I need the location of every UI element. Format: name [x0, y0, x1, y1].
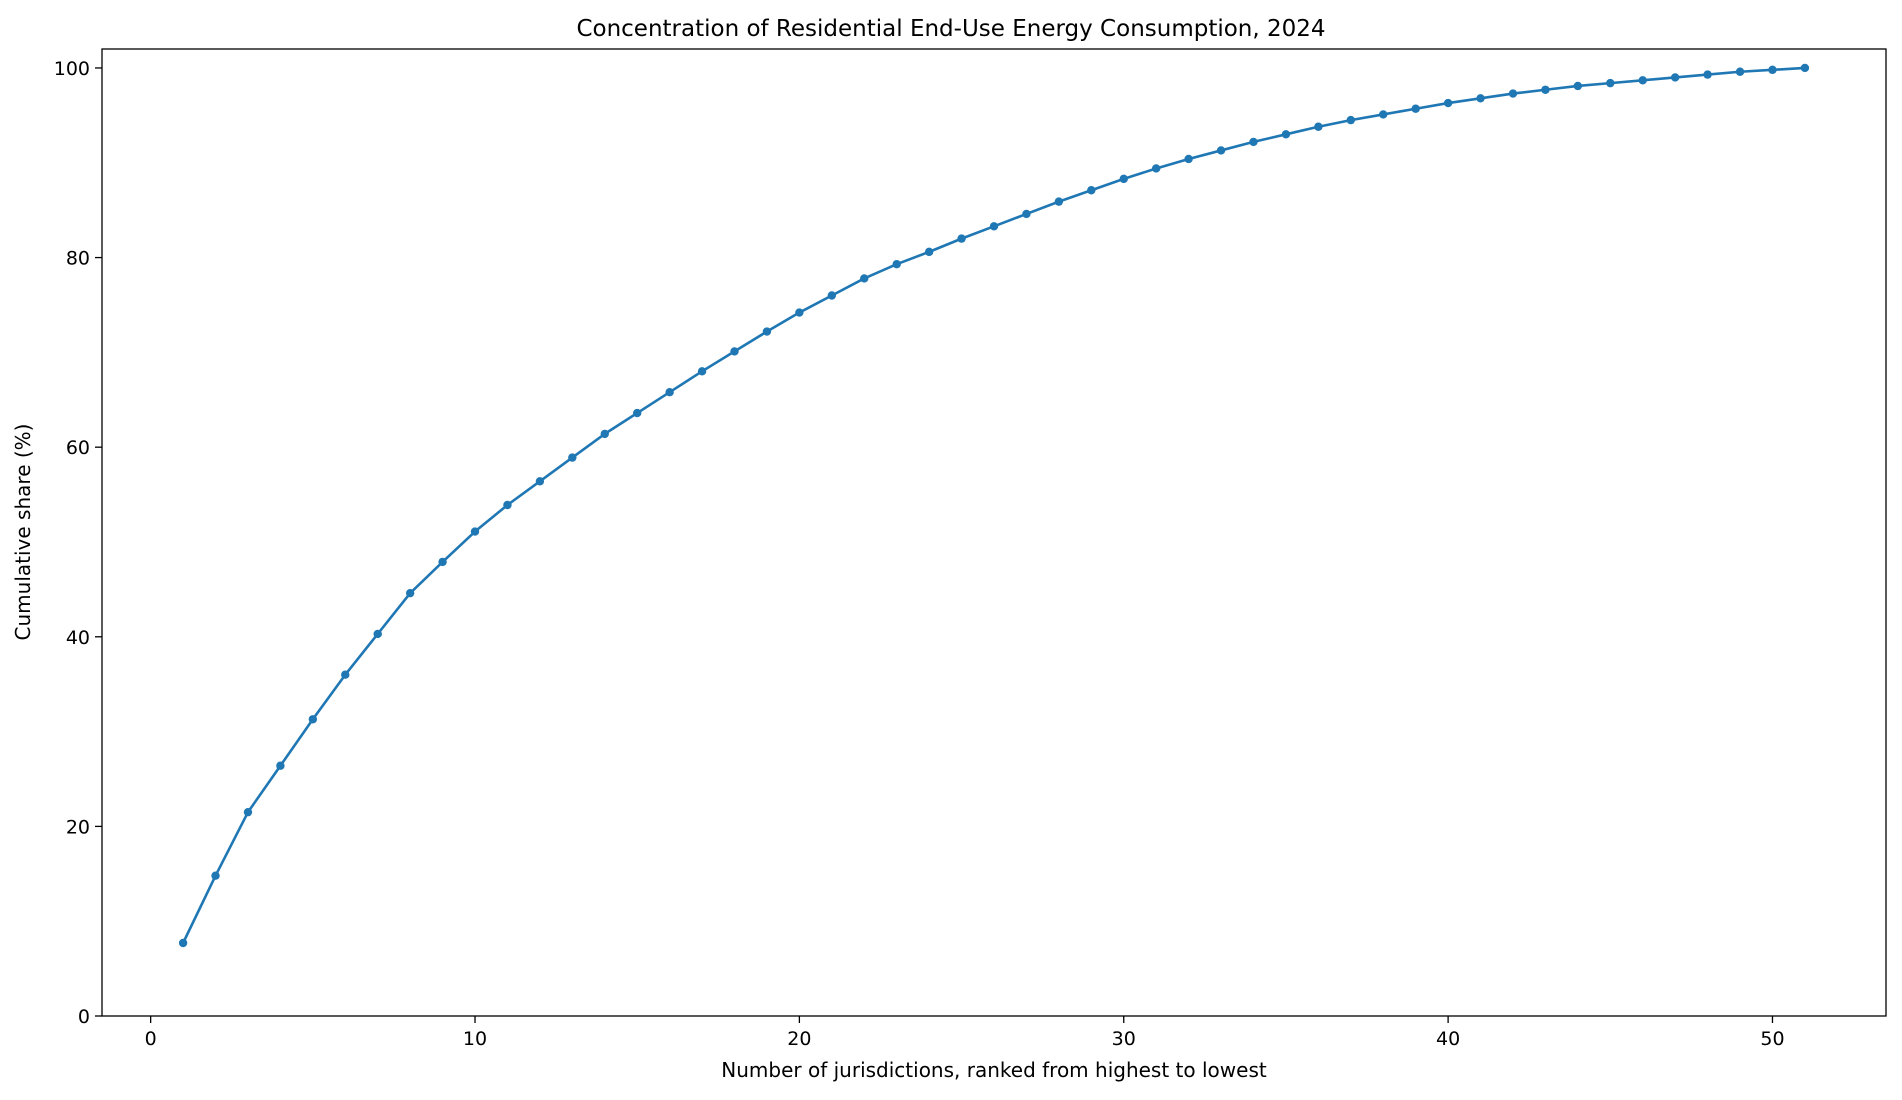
- data-point: [1476, 94, 1485, 103]
- data-point: [470, 527, 480, 536]
- data-point: [1670, 73, 1680, 82]
- data-point: [665, 387, 674, 397]
- data-point: [535, 477, 545, 486]
- y-tick-label: 80: [66, 248, 90, 270]
- data-point: [1800, 63, 1810, 73]
- data-point: [1054, 197, 1064, 206]
- data-point: [1573, 81, 1583, 91]
- data-point: [1443, 98, 1453, 108]
- x-tick-label: 20: [787, 1028, 811, 1050]
- y-axis-label: Cumulative share (%): [11, 424, 35, 641]
- y-axis-ticks: 0 20 40 60 80 100: [54, 58, 102, 1028]
- x-axis-ticks: 0 10 20 30 40 50: [145, 1016, 1785, 1050]
- data-point: [1087, 186, 1096, 195]
- y-tick-label: 40: [66, 627, 90, 649]
- data-point: [1119, 174, 1128, 184]
- data-point: [1184, 154, 1193, 164]
- data-point: [503, 500, 512, 510]
- data-point: [1249, 137, 1258, 147]
- data-point: [1638, 76, 1647, 85]
- y-tick-label: 100: [54, 58, 90, 80]
- x-tick-label: 50: [1760, 1028, 1784, 1050]
- x-tick-label: 0: [145, 1028, 157, 1050]
- data-point: [730, 347, 739, 356]
- data-point: [1281, 130, 1291, 139]
- data-point: [989, 222, 999, 231]
- data-point: [1379, 110, 1388, 119]
- series-layer: [178, 63, 1810, 948]
- data-point: [697, 367, 707, 376]
- data-point: [600, 429, 609, 439]
- data-point: [568, 453, 577, 462]
- data-point: [178, 938, 188, 948]
- data-point: [276, 761, 285, 770]
- data-point: [1606, 78, 1615, 88]
- y-tick-label: 60: [66, 437, 90, 459]
- data-point: [1022, 209, 1031, 219]
- data-point: [1411, 104, 1420, 113]
- data-point: [1314, 122, 1323, 131]
- data-point: [924, 247, 934, 257]
- x-tick-label: 10: [463, 1028, 487, 1050]
- data-point: [795, 308, 804, 317]
- y-tick-label: 0: [78, 1006, 90, 1028]
- data-point: [438, 557, 447, 567]
- plot-frame: [101, 48, 1887, 1017]
- y-tick-label: 20: [66, 816, 90, 838]
- data-point: [762, 327, 772, 336]
- data-point: [1346, 115, 1356, 125]
- x-tick-label: 30: [1112, 1028, 1136, 1050]
- x-axis-label: Number of jurisdictions, ranked from hig…: [721, 1058, 1267, 1082]
- data-point: [1735, 67, 1745, 76]
- data-point: [957, 234, 966, 243]
- data-point: [243, 807, 253, 817]
- plot-area: [102, 49, 1886, 1016]
- data-point: [1541, 85, 1550, 94]
- data-point: [860, 274, 869, 283]
- data-point: [1768, 65, 1777, 75]
- data-point: [1703, 70, 1712, 79]
- data-point: [892, 260, 901, 269]
- chart-title: Concentration of Residential End-Use Ene…: [576, 16, 1325, 42]
- data-point: [373, 629, 382, 639]
- data-point: [341, 670, 350, 679]
- data-point: [633, 408, 642, 418]
- x-tick-label: 40: [1436, 1028, 1460, 1050]
- data-point: [1216, 146, 1226, 155]
- data-point: [1151, 164, 1161, 173]
- data-point: [1508, 89, 1518, 98]
- data-point: [211, 871, 220, 880]
- data-point: [827, 291, 837, 300]
- data-point: [308, 715, 318, 724]
- data-point: [405, 588, 415, 598]
